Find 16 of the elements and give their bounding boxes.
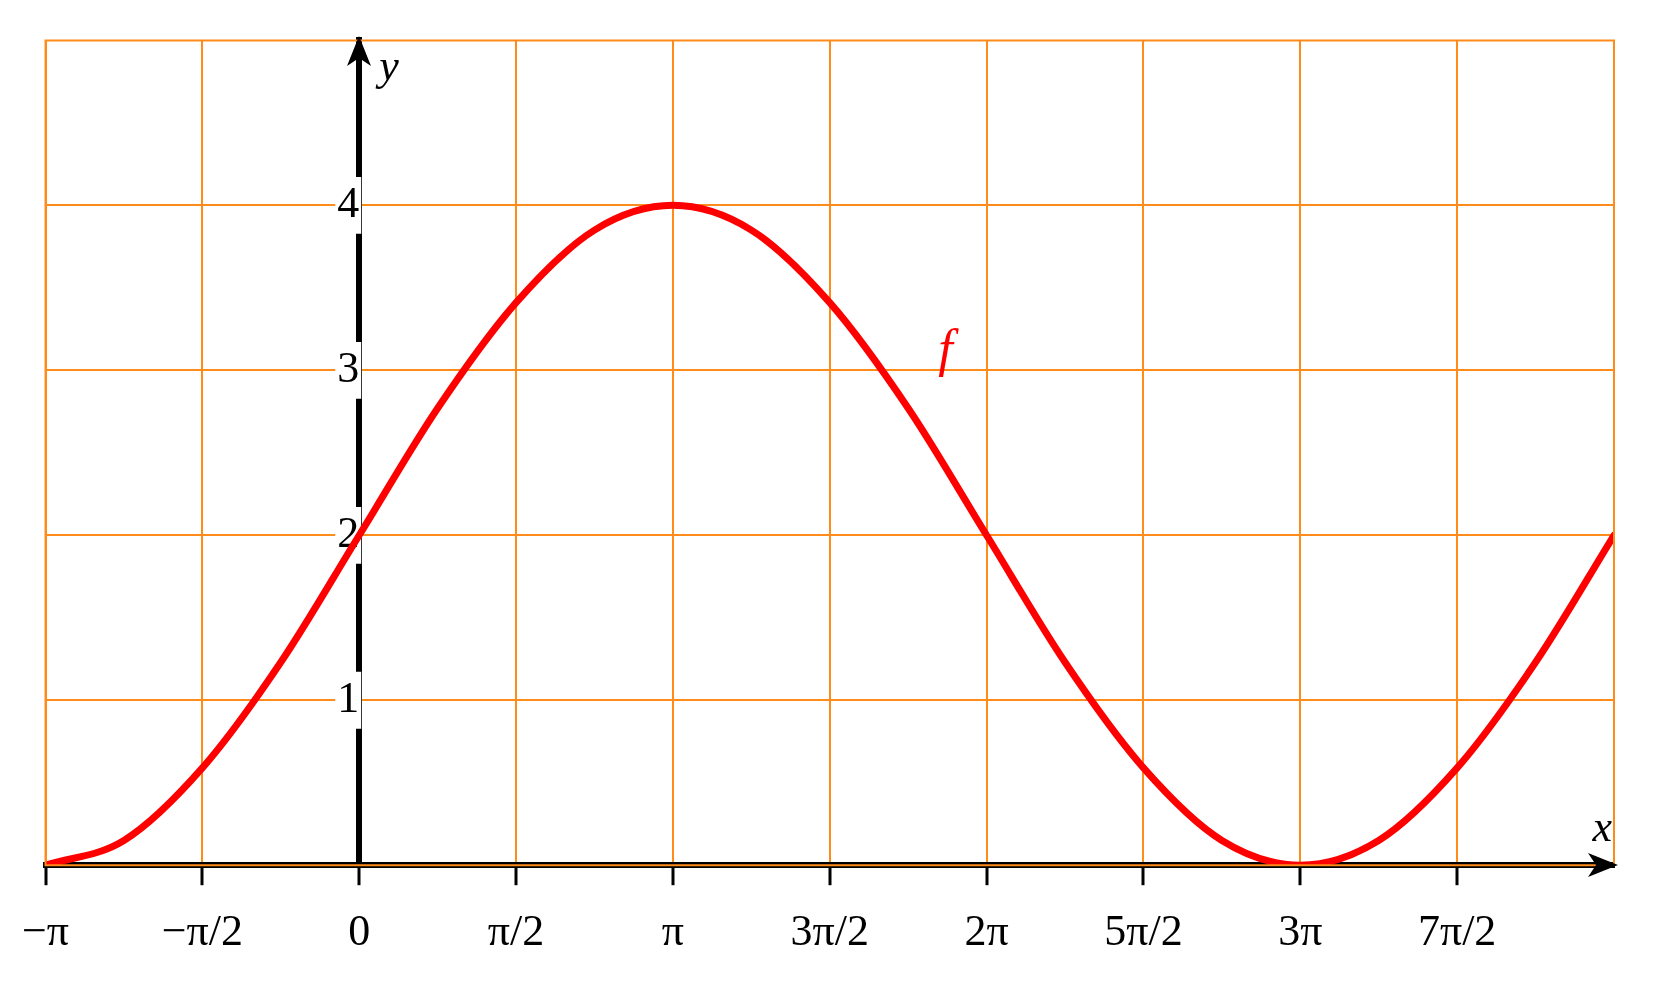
x-tick-label: −π xyxy=(22,906,70,956)
y-axis-title: y xyxy=(375,40,400,90)
series-label: f xyxy=(938,319,960,377)
x-tick-label: π/2 xyxy=(487,906,545,956)
y-tick-label: 3 xyxy=(337,342,360,392)
x-tick-label: 3π/2 xyxy=(790,906,869,956)
x-tick-label: 3π xyxy=(1278,906,1323,956)
y-tick-label: 1 xyxy=(337,672,360,722)
x-axis-title: x xyxy=(1591,801,1613,851)
y-tick-label: 4 xyxy=(337,177,360,227)
x-tick-label: 7π/2 xyxy=(1417,906,1497,956)
x-tick-label: 5π/2 xyxy=(1104,906,1183,956)
x-tick-label: π xyxy=(661,906,685,956)
x-tick-label: −π/2 xyxy=(161,906,243,956)
x-tick-label: 2π xyxy=(964,906,1009,956)
x-tick-label: 0 xyxy=(348,906,371,956)
